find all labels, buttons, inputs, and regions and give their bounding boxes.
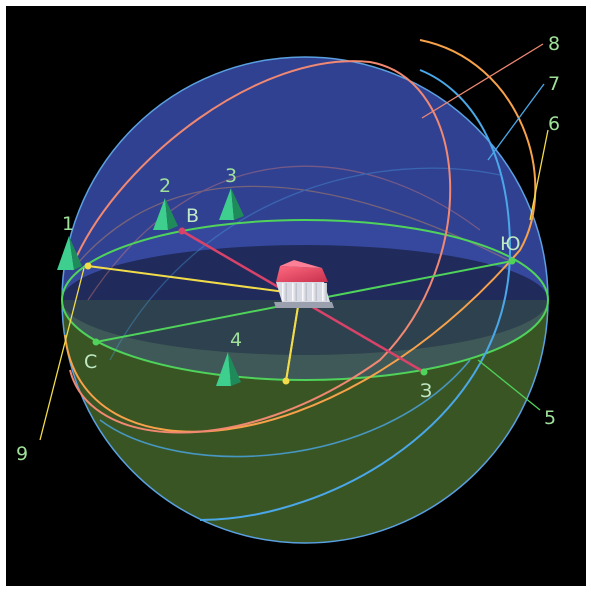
callout-8: 8 (548, 33, 560, 55)
callout-9: 9 (16, 443, 28, 465)
direction-north: С (84, 351, 97, 373)
marker-4-label: 4 (230, 329, 242, 351)
marker-1-label: 1 (62, 213, 74, 235)
marker-2-label: 2 (159, 175, 171, 197)
orbit-orange (64, 39, 537, 433)
callout-6: 6 (548, 113, 560, 135)
orbit-blue-2 (99, 359, 471, 458)
orbit-blue (199, 69, 512, 521)
pyramid-marker-icon (219, 188, 244, 220)
pyramid-marker-icon (216, 352, 241, 386)
horizon-points (84, 227, 516, 385)
marker-3-label: 3 (225, 165, 237, 187)
building-icon (274, 260, 334, 308)
pyramid-marker-icon (57, 236, 82, 270)
pyramid-marker-icon (153, 198, 178, 230)
direction-south: Ю (500, 233, 521, 255)
ray-to-4 (285, 293, 301, 382)
direction-west: З (420, 380, 432, 402)
orbit-salmon (69, 60, 452, 434)
horizon-circle (61, 219, 549, 381)
back-orbits (71, 165, 513, 361)
direction-east: В (186, 205, 199, 227)
callout-5: 5 (544, 407, 556, 429)
callout-7: 7 (548, 73, 560, 95)
callout-lines (39, 43, 549, 441)
